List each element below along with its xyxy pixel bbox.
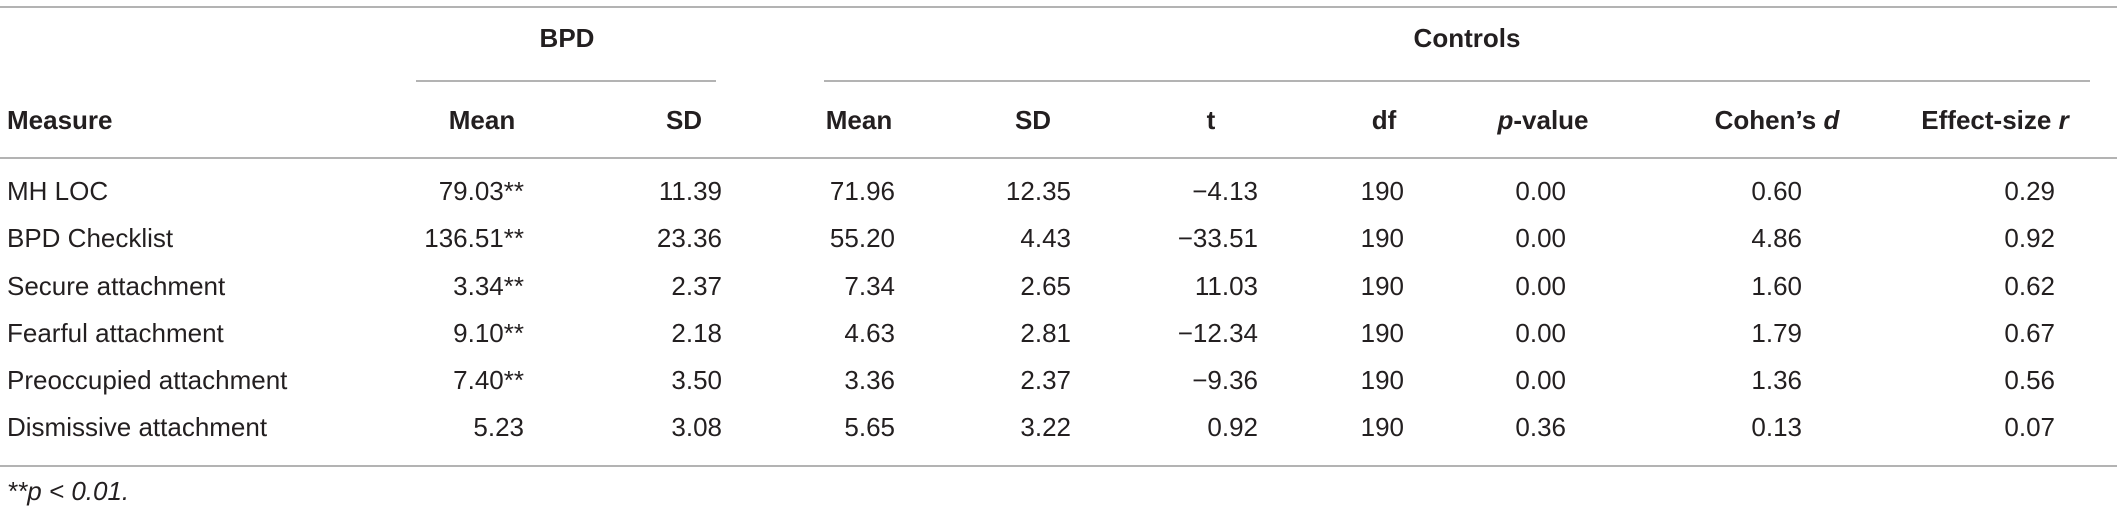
cell: 1.36 — [1751, 365, 1802, 395]
column-header: Effect-size r — [1921, 105, 2070, 135]
cell: 3.22 — [1020, 412, 1071, 442]
cell: 4.86 — [1751, 223, 1802, 253]
header-text: d — [1823, 105, 1840, 135]
cell: 0.00 — [1515, 176, 1566, 206]
cell: 190 — [1361, 223, 1404, 253]
cell: 2.18 — [671, 318, 722, 348]
header-text: Effect-size — [1921, 105, 2058, 135]
cell: 0.00 — [1515, 271, 1566, 301]
header-text: SD — [1015, 105, 1051, 135]
header-text: t — [1207, 105, 1216, 135]
group-header: BPD — [540, 23, 595, 53]
cell: 0.07 — [2004, 412, 2055, 442]
header-text: -value — [1513, 105, 1588, 135]
cell: 55.20 — [830, 223, 895, 253]
header-text: Mean — [826, 105, 892, 135]
group-header: Controls — [1414, 23, 1521, 53]
cell: 5.65 — [844, 412, 895, 442]
cell: 5.23 — [473, 412, 524, 442]
row-label: Secure attachment — [7, 271, 226, 301]
row-label: MH LOC — [7, 176, 108, 206]
cell: 190 — [1361, 271, 1404, 301]
cell: 0.60 — [1751, 176, 1802, 206]
header-text: df — [1372, 105, 1397, 135]
cell: 0.67 — [2004, 318, 2055, 348]
header-text: Cohen’s — [1715, 105, 1824, 135]
cell: 0.92 — [2004, 223, 2055, 253]
column-header: SD — [1015, 105, 1051, 135]
cell: 11.03 — [1195, 271, 1258, 301]
header-text: SD — [666, 105, 702, 135]
header-text: r — [2059, 105, 2071, 135]
cell: 4.63 — [844, 318, 895, 348]
cell: 4.43 — [1020, 223, 1071, 253]
cell: −9.36 — [1192, 365, 1258, 395]
cell: 3.34** — [453, 271, 524, 301]
cell: 0.00 — [1515, 318, 1566, 348]
column-header: SD — [666, 105, 702, 135]
cell: 190 — [1361, 176, 1404, 206]
cell: 0.92 — [1207, 412, 1258, 442]
cell: 1.60 — [1751, 271, 1802, 301]
cell: 0.56 — [2004, 365, 2055, 395]
cell: −33.51 — [1178, 223, 1258, 253]
cell: 3.36 — [844, 365, 895, 395]
row-label: BPD Checklist — [7, 223, 174, 253]
header-text: Measure — [7, 105, 113, 135]
footnote: **p < 0.01. — [7, 476, 129, 506]
header-text: Mean — [449, 105, 515, 135]
cell: 79.03** — [439, 176, 524, 206]
cell: 11.39 — [659, 176, 722, 206]
cell: −4.13 — [1192, 176, 1258, 206]
cell: 0.00 — [1515, 223, 1566, 253]
column-header: t — [1207, 105, 1216, 135]
header-text: p — [1496, 105, 1513, 135]
cell: 7.34 — [844, 271, 895, 301]
cell: 136.51** — [424, 223, 524, 253]
cell: 0.13 — [1751, 412, 1802, 442]
cell: 7.40** — [453, 365, 524, 395]
column-header: Measure — [7, 105, 113, 135]
cell: 190 — [1361, 365, 1404, 395]
cell: 2.65 — [1020, 271, 1071, 301]
cell: 3.50 — [671, 365, 722, 395]
cell: 0.29 — [2004, 176, 2055, 206]
cell: 2.37 — [671, 271, 722, 301]
cell: 12.35 — [1006, 176, 1071, 206]
cell: 23.36 — [657, 223, 722, 253]
cell: 2.81 — [1020, 318, 1071, 348]
column-header: Mean — [826, 105, 892, 135]
row-label: Fearful attachment — [7, 318, 225, 348]
row-label: Dismissive attachment — [7, 412, 268, 442]
cell: −12.34 — [1178, 318, 1258, 348]
cell: 1.79 — [1751, 318, 1802, 348]
cell: 3.08 — [671, 412, 722, 442]
column-header: Cohen’s d — [1715, 105, 1841, 135]
column-header: df — [1372, 105, 1397, 135]
cell: 190 — [1361, 412, 1404, 442]
cell: 190 — [1361, 318, 1404, 348]
column-header: p-value — [1496, 105, 1588, 135]
cell: 0.00 — [1515, 365, 1566, 395]
cell: 0.36 — [1515, 412, 1566, 442]
column-header: Mean — [449, 105, 515, 135]
cell: 9.10** — [453, 318, 524, 348]
cell: 71.96 — [830, 176, 895, 206]
cell: 0.62 — [2004, 271, 2055, 301]
row-label: Preoccupied attachment — [7, 365, 288, 395]
cell: 2.37 — [1020, 365, 1071, 395]
